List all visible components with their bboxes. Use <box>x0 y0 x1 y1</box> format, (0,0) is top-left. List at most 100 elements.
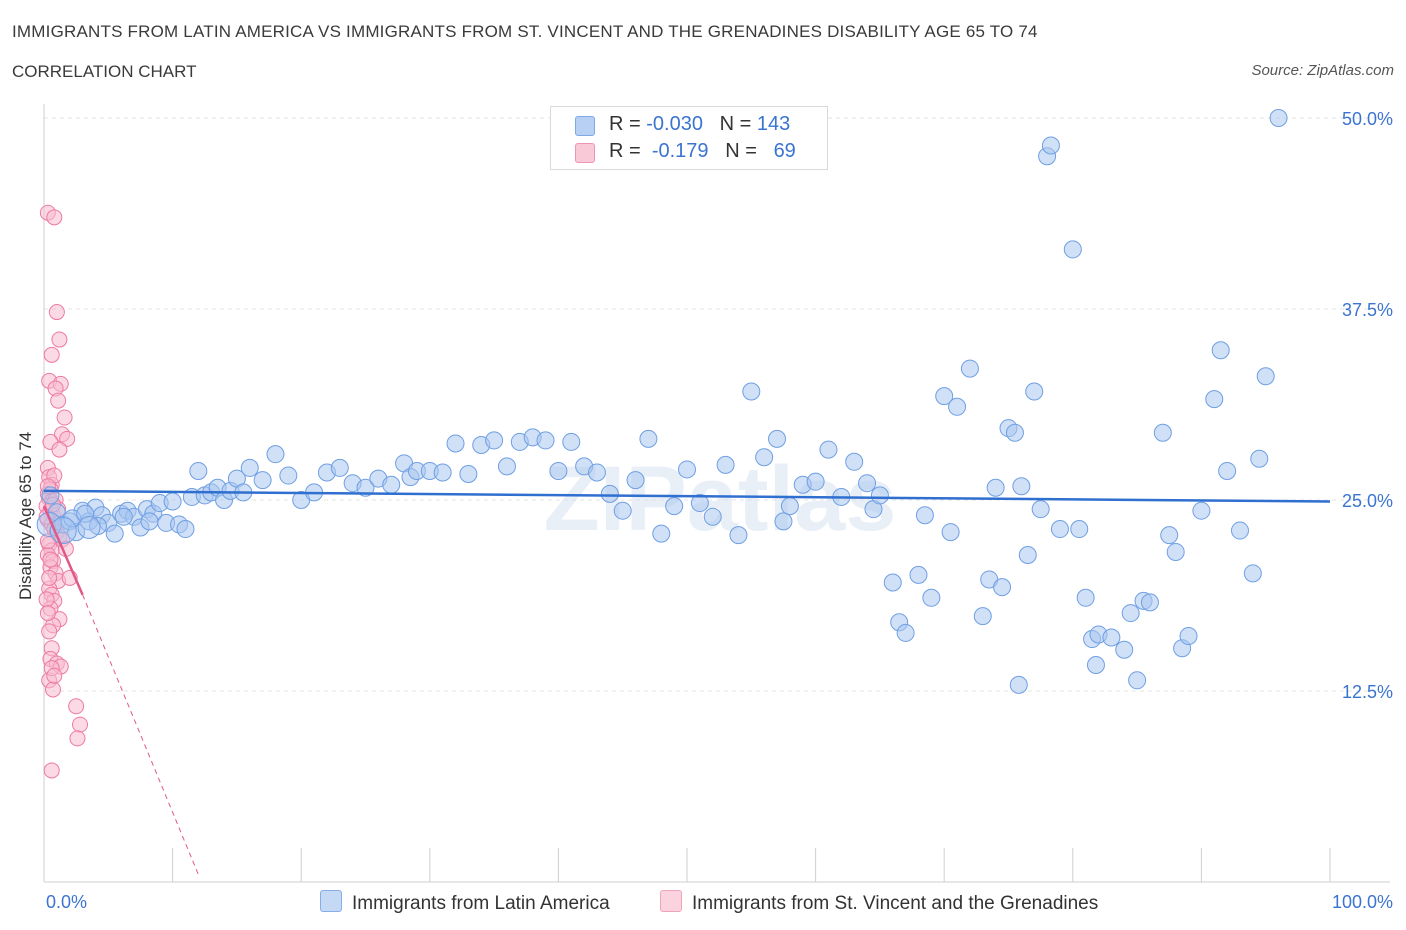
data-point-st-vincent <box>41 569 58 586</box>
data-point-latin-america <box>1230 521 1249 540</box>
data-point-latin-america <box>703 507 722 526</box>
data-point-latin-america <box>1005 423 1024 442</box>
data-point-latin-america <box>1250 449 1269 468</box>
data-point-latin-america <box>266 445 285 464</box>
data-point-latin-america <box>1050 520 1069 539</box>
bottom-legend-label: Immigrants from Latin America <box>352 893 610 914</box>
y-tick-label: 37.5% <box>1342 300 1393 320</box>
data-point-latin-america <box>729 526 748 545</box>
data-point-latin-america <box>105 524 124 543</box>
y-tick-label: 25.0% <box>1342 491 1393 511</box>
data-point-latin-america <box>1115 640 1134 659</box>
legend-n-value: 69 <box>773 140 796 162</box>
data-point-latin-america <box>819 440 838 459</box>
data-point-st-vincent <box>51 441 68 458</box>
y-tick-labels: 12.5% 25.0% 37.5% 50.0% <box>1342 109 1393 702</box>
x-tick-labels: 0.0% 100.0% <box>46 892 1393 912</box>
data-point-st-vincent <box>50 392 67 409</box>
data-point-latin-america <box>76 504 95 523</box>
trend-line-latin-america <box>43 489 1331 503</box>
legend-swatch-pink <box>575 143 595 163</box>
data-point-latin-america <box>986 478 1005 497</box>
axis-ticks <box>43 848 1331 882</box>
data-point-latin-america <box>870 486 889 505</box>
data-point-latin-america <box>613 501 632 520</box>
data-point-latin-america <box>240 458 259 477</box>
data-point-latin-america <box>626 471 645 490</box>
data-point-latin-america <box>941 523 960 542</box>
data-point-latin-america <box>140 512 159 531</box>
data-point-latin-america <box>41 486 60 505</box>
data-point-latin-america <box>1140 593 1159 612</box>
data-point-latin-america <box>858 474 877 493</box>
data-point-latin-america <box>1070 520 1089 539</box>
data-point-st-vincent <box>68 698 85 715</box>
bottom-legend-swatch-pink <box>660 890 682 912</box>
source-label: Source: ZipAtlas.com <box>1251 62 1394 79</box>
data-point-latin-america <box>562 432 581 451</box>
data-point-latin-america <box>356 478 375 497</box>
data-point-latin-america <box>768 429 787 448</box>
data-point-st-vincent <box>46 209 63 226</box>
chart-title: IMMIGRANTS FROM LATIN AMERICA VS IMMIGRA… <box>12 22 1038 41</box>
data-point-latin-america <box>665 497 684 516</box>
data-point-latin-america <box>433 463 452 482</box>
y-tick-label: 50.0% <box>1342 109 1393 129</box>
series-blue-points <box>36 109 1288 694</box>
data-point-latin-america <box>1076 588 1095 607</box>
data-point-latin-america <box>935 387 954 406</box>
data-point-latin-america <box>742 382 761 401</box>
data-point-latin-america <box>883 573 902 592</box>
data-point-latin-america <box>1211 341 1230 360</box>
legend-r-label: R = <box>609 140 641 162</box>
data-point-latin-america <box>1179 626 1198 645</box>
grid-lines <box>44 117 1380 692</box>
bottom-legend-label: Immigrants from St. Vincent and the Gren… <box>692 893 1099 914</box>
data-point-latin-america <box>1018 546 1037 565</box>
data-point-latin-america <box>549 461 568 480</box>
data-point-latin-america <box>77 516 101 540</box>
data-point-latin-america <box>774 512 793 531</box>
data-point-latin-america <box>189 461 208 480</box>
chart-subtitle: CORRELATION CHART <box>12 62 197 81</box>
legend-r-value: -0.179 <box>651 140 709 162</box>
data-point-latin-america <box>716 455 735 474</box>
data-point-latin-america <box>639 429 658 448</box>
data-point-latin-america <box>330 458 349 477</box>
data-point-latin-america <box>1160 526 1179 545</box>
data-point-latin-america <box>922 588 941 607</box>
data-point-latin-america <box>1086 656 1105 675</box>
data-point-latin-america <box>806 472 825 491</box>
data-point-latin-america <box>446 434 465 453</box>
data-point-latin-america <box>1192 501 1211 520</box>
data-point-st-vincent <box>41 623 58 640</box>
data-point-latin-america <box>1128 671 1147 690</box>
trend-line-st-vincent-extension <box>82 594 199 875</box>
data-point-latin-america <box>1243 564 1262 583</box>
data-point-latin-america <box>1121 604 1140 623</box>
data-point-latin-america <box>1256 367 1275 386</box>
data-point-latin-america <box>896 623 915 642</box>
legend-n-value: 143 <box>756 113 791 135</box>
data-point-latin-america <box>915 506 934 525</box>
data-point-latin-america <box>497 457 516 476</box>
data-point-latin-america <box>253 471 272 490</box>
data-point-latin-america <box>960 359 979 378</box>
data-point-latin-america <box>176 520 195 539</box>
trend-line-st-vincent <box>42 505 84 596</box>
legend-r-value: -0.030 <box>646 113 703 135</box>
data-point-latin-america <box>993 578 1012 597</box>
data-point-st-vincent <box>42 551 59 568</box>
data-point-latin-america <box>1218 461 1237 480</box>
data-point-latin-america <box>1012 477 1031 496</box>
data-point-st-vincent <box>48 304 65 321</box>
data-point-latin-america <box>600 484 619 503</box>
trend-lines <box>42 489 1331 875</box>
data-point-latin-america <box>1041 136 1060 155</box>
data-point-st-vincent <box>45 681 62 698</box>
data-point-latin-america <box>948 397 967 416</box>
data-point-latin-america <box>163 492 182 511</box>
data-point-latin-america <box>845 452 864 471</box>
data-point-latin-america <box>536 431 555 450</box>
data-point-st-vincent <box>43 346 60 363</box>
